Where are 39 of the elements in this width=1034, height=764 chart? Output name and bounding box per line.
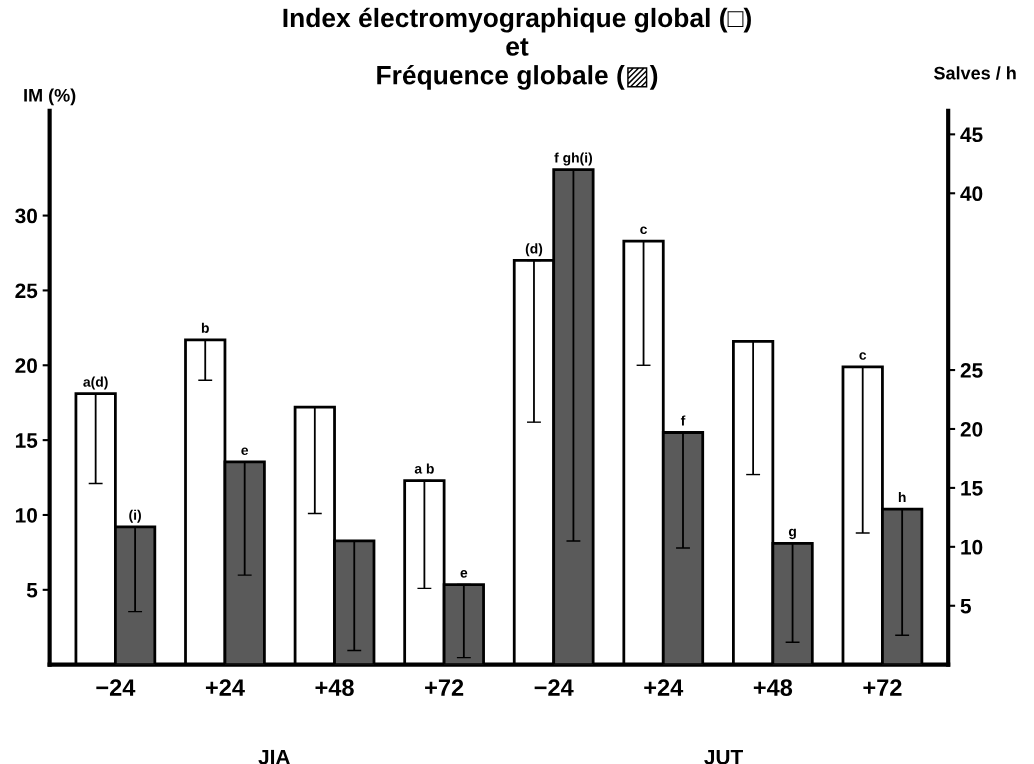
data-label: c bbox=[640, 226, 647, 235]
y2-tick-label: 10 bbox=[961, 539, 983, 555]
x-tick-label: +24 bbox=[205, 679, 245, 696]
y-tick-label: 15 bbox=[15, 433, 38, 448]
data-label: c bbox=[859, 352, 867, 360]
y2-tick-label: 40 bbox=[960, 186, 983, 202]
y-tick-label: 10 bbox=[15, 507, 37, 523]
y2-tick-label: 15 bbox=[961, 481, 983, 496]
y2-tick-label: 25 bbox=[960, 363, 983, 378]
data-label: a b bbox=[414, 463, 434, 474]
x-tick-label: −24 bbox=[534, 679, 574, 696]
y2-tick-label: 45 bbox=[960, 127, 983, 143]
y-tick-label: 30 bbox=[15, 208, 37, 224]
data-label: f bbox=[680, 415, 686, 426]
y2-tick-label: 20 bbox=[960, 421, 983, 437]
y2-tick-label: 5 bbox=[960, 598, 971, 614]
x-tick-label: +48 bbox=[315, 679, 354, 696]
y2-axis-title: Salves / h bbox=[934, 66, 1016, 80]
x-tick-label: +24 bbox=[644, 679, 684, 696]
y-axis-title: IM (%) bbox=[24, 88, 76, 106]
chart-title: Index électromyographique global (□) et Fréquence globale (▨) bbox=[283, 7, 751, 90]
data-label: e bbox=[241, 447, 249, 456]
y-tick-label: 20 bbox=[15, 358, 37, 374]
data-label: (i) bbox=[129, 509, 141, 523]
data-label: g bbox=[788, 528, 796, 540]
data-label: f gh(i) bbox=[554, 152, 593, 166]
x-tick-label: −24 bbox=[96, 679, 136, 696]
x-tick-label: +48 bbox=[753, 679, 793, 696]
data-label: e bbox=[460, 570, 468, 578]
data-label: h bbox=[898, 492, 906, 503]
x-tick-label: +72 bbox=[425, 679, 464, 696]
data-label: b bbox=[201, 322, 209, 333]
y-tick-label: 5 bbox=[26, 583, 38, 598]
x-tick-label: +72 bbox=[863, 679, 902, 696]
data-label: a(d) bbox=[83, 376, 108, 390]
text: JIA bbox=[258, 749, 290, 764]
data-label: (d) bbox=[525, 243, 543, 257]
y-tick-label: 25 bbox=[15, 283, 38, 299]
text: JUT bbox=[704, 749, 743, 764]
